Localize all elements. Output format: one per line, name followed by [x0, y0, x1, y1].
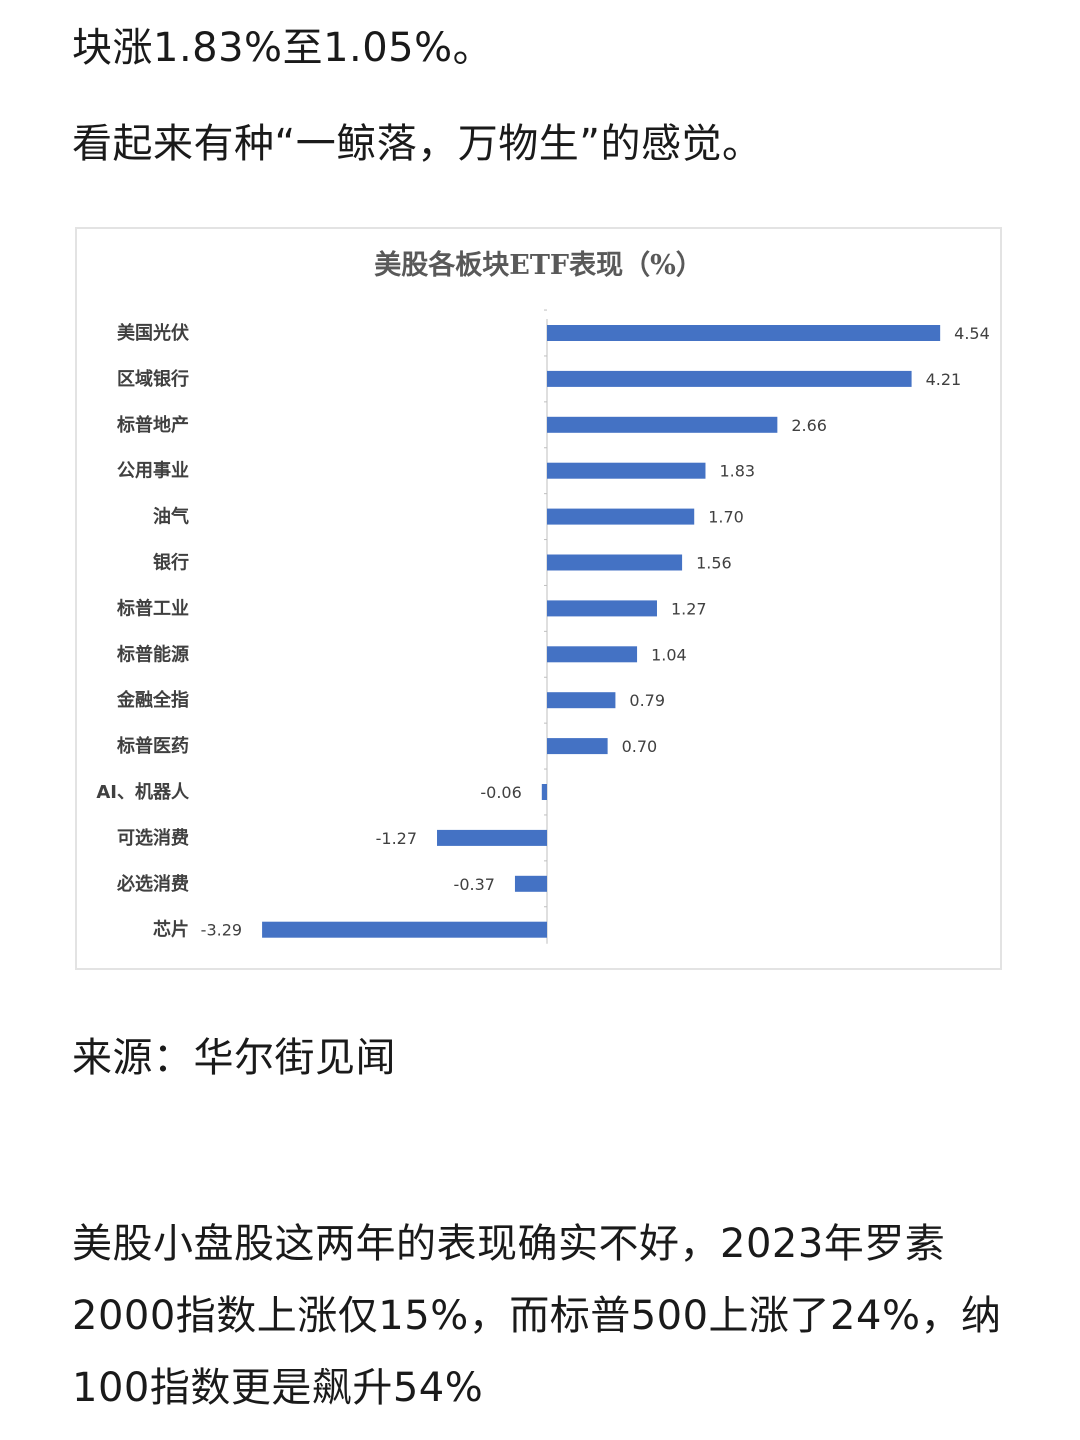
category-label-1: 区域银行: [117, 368, 189, 390]
chart-card: 美股各板块ETF表现（%） 美国光伏 4.54 区域银行 4.21 标普地产 2.66 公用…: [75, 227, 1002, 970]
paragraph-small-cap: 美股小盘股这两年的表现确实不好，2023年罗素2000指数上涨仅15%，而标普5…: [72, 1221, 1002, 1411]
category-label-2: 标普地产: [116, 414, 189, 436]
source-line: 来源：华尔街见闻: [72, 1035, 396, 1081]
category-label-7: 标普能源: [116, 643, 189, 665]
category-label-8: 金融全指: [116, 689, 189, 711]
bar-12: [514, 875, 547, 892]
bar-10: [541, 784, 547, 800]
bar-1: [547, 370, 912, 387]
bar-6: [547, 600, 657, 617]
category-label-13: 芯片: [153, 919, 189, 941]
value-label-11: -1.27: [376, 829, 417, 848]
bar-3: [547, 462, 706, 479]
category-label-11: 可选消费: [117, 827, 189, 849]
category-label-9: 标普医药: [116, 735, 189, 757]
bar-11: [437, 829, 547, 846]
category-label-6: 标普工业: [116, 597, 189, 619]
bar-7: [547, 646, 638, 663]
category-label-5: 银行: [153, 552, 189, 574]
value-label-2: 2.66: [791, 416, 827, 435]
paragraph-quote: 看起来有种“一鲸落，万物生”的感觉。: [72, 121, 763, 167]
bar-4: [547, 508, 695, 525]
bar-0: [547, 325, 941, 341]
value-label-5: 1.56: [696, 554, 732, 573]
paragraph-top-line: 块涨1.83%至1.05%。: [72, 25, 494, 71]
value-label-10: -0.06: [480, 783, 521, 802]
bar-9: [547, 738, 608, 755]
value-label-3: 1.83: [719, 462, 755, 481]
category-label-4: 油气: [153, 506, 189, 528]
value-label-6: 1.27: [671, 599, 707, 618]
bar-8: [547, 692, 616, 709]
value-label-13: -3.29: [201, 921, 242, 940]
chart-title: 美股各板块ETF表现（%）: [374, 250, 703, 281]
category-label-3: 公用事业: [117, 460, 189, 482]
value-label-7: 1.04: [651, 645, 687, 664]
bar-13: [262, 921, 547, 938]
value-label-9: 0.70: [622, 737, 658, 756]
bar-5: [547, 554, 683, 571]
value-label-0: 4.54: [954, 324, 990, 343]
category-label-0: 美国光伏: [117, 322, 189, 344]
category-label-10: AI、机器人: [96, 782, 190, 803]
value-label-12: -0.37: [454, 875, 495, 894]
etf-bar-chart: 美国光伏 4.54 区域银行 4.21 标普地产 2.66 公用事业 1.83 油气 1.70 银行…: [96, 309, 990, 944]
value-label-4: 1.70: [708, 508, 744, 527]
value-label-8: 0.79: [629, 691, 665, 710]
category-label-12: 必选消费: [116, 873, 189, 895]
value-label-1: 4.21: [926, 370, 962, 389]
bar-2: [547, 416, 778, 433]
